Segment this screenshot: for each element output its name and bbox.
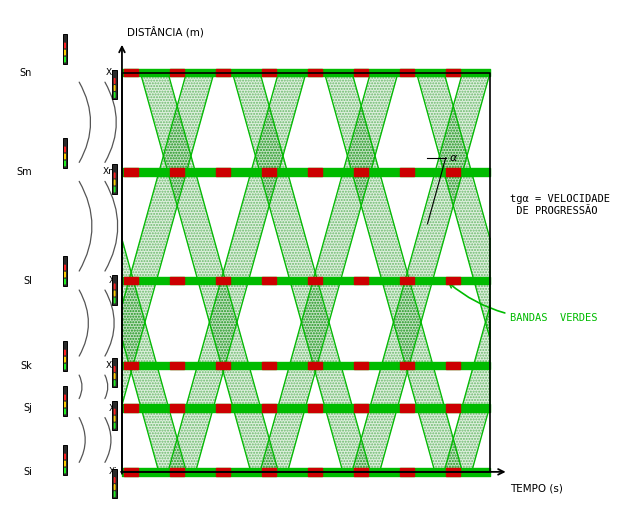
Polygon shape <box>122 239 187 472</box>
FancyBboxPatch shape <box>63 446 68 475</box>
Text: Sm: Sm <box>16 167 32 177</box>
Text: Xn: Xn <box>106 68 118 77</box>
FancyBboxPatch shape <box>63 257 68 286</box>
Text: Xk: Xk <box>106 361 118 370</box>
Text: Si: Si <box>23 467 32 477</box>
Text: Xm: Xm <box>103 167 118 176</box>
FancyBboxPatch shape <box>63 342 68 371</box>
FancyBboxPatch shape <box>63 138 68 167</box>
Text: Xi: Xi <box>109 467 118 476</box>
Polygon shape <box>444 306 490 472</box>
Polygon shape <box>324 73 463 472</box>
FancyBboxPatch shape <box>112 401 117 430</box>
Polygon shape <box>232 73 371 472</box>
Text: DISTÂNCIA (m): DISTÂNCIA (m) <box>128 26 204 37</box>
FancyBboxPatch shape <box>112 469 117 498</box>
Text: Sk: Sk <box>20 361 32 371</box>
FancyBboxPatch shape <box>112 70 117 99</box>
Polygon shape <box>140 73 279 472</box>
Text: $\alpha$: $\alpha$ <box>449 153 459 163</box>
Polygon shape <box>260 73 398 472</box>
Polygon shape <box>416 73 490 339</box>
FancyBboxPatch shape <box>112 164 117 194</box>
Polygon shape <box>352 73 490 472</box>
FancyBboxPatch shape <box>112 275 117 305</box>
Text: Sn: Sn <box>19 68 32 78</box>
Polygon shape <box>122 73 214 406</box>
Text: Xj: Xj <box>109 403 118 412</box>
FancyBboxPatch shape <box>63 34 68 64</box>
Text: tgα = VELOCIDADE
 DE PROGRESSÃO: tgα = VELOCIDADE DE PROGRESSÃO <box>510 194 610 216</box>
Text: Sl: Sl <box>23 276 32 286</box>
FancyBboxPatch shape <box>112 358 117 388</box>
Text: TEMPO (s): TEMPO (s) <box>510 484 563 494</box>
Text: Sj: Sj <box>23 403 32 413</box>
Polygon shape <box>168 73 306 472</box>
FancyBboxPatch shape <box>63 386 68 416</box>
Text: Xl: Xl <box>109 276 118 285</box>
Text: BANDAS  VERDES: BANDAS VERDES <box>449 284 598 323</box>
